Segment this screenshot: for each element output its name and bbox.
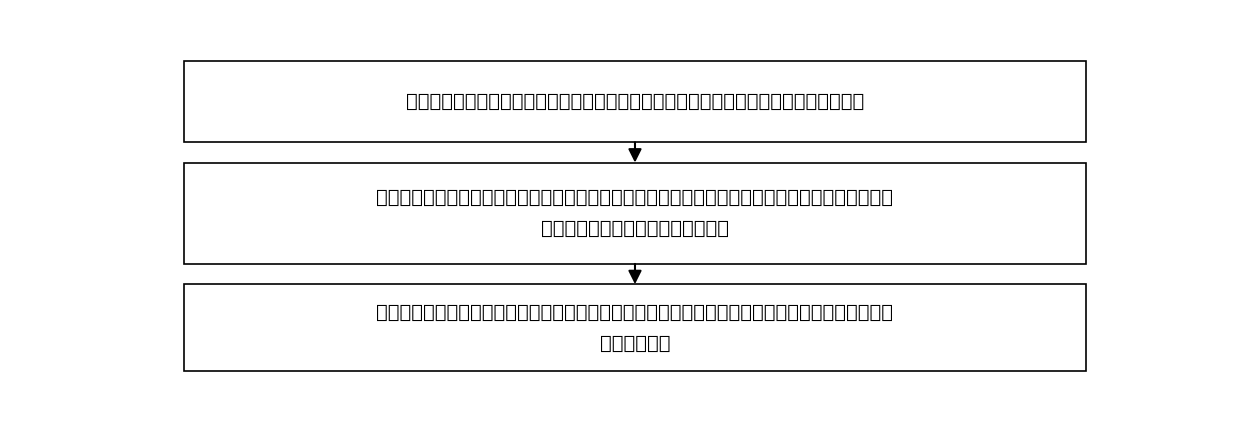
Text: 分析惯性时间常数、故障的持续时间与稳定裕度的关系，得到惯性时间常数、故障的持续时间对系统
稳定性的影响: 分析惯性时间常数、故障的持续时间与稳定裕度的关系，得到惯性时间常数、故障的持续时… xyxy=(377,303,893,353)
Bar xyxy=(183,61,1087,143)
Text: 将送受端电网简化为两机群系统，并将两机群系统扩展到三机群系统，即，包括三个区域: 将送受端电网简化为两机群系统，并将两机群系统扩展到三机群系统，即，包括三个区域 xyxy=(406,92,864,111)
Text: 通过龙格库塔法确定三机群系统的受端电网故障切除时的功角差，根据功角差及最大切除角计算加速
面积和减速面积，进而确定稳定裕度: 通过龙格库塔法确定三机群系统的受端电网故障切除时的功角差，根据功角差及最大切除角… xyxy=(377,188,893,238)
Bar xyxy=(183,163,1087,264)
Bar xyxy=(183,284,1087,371)
